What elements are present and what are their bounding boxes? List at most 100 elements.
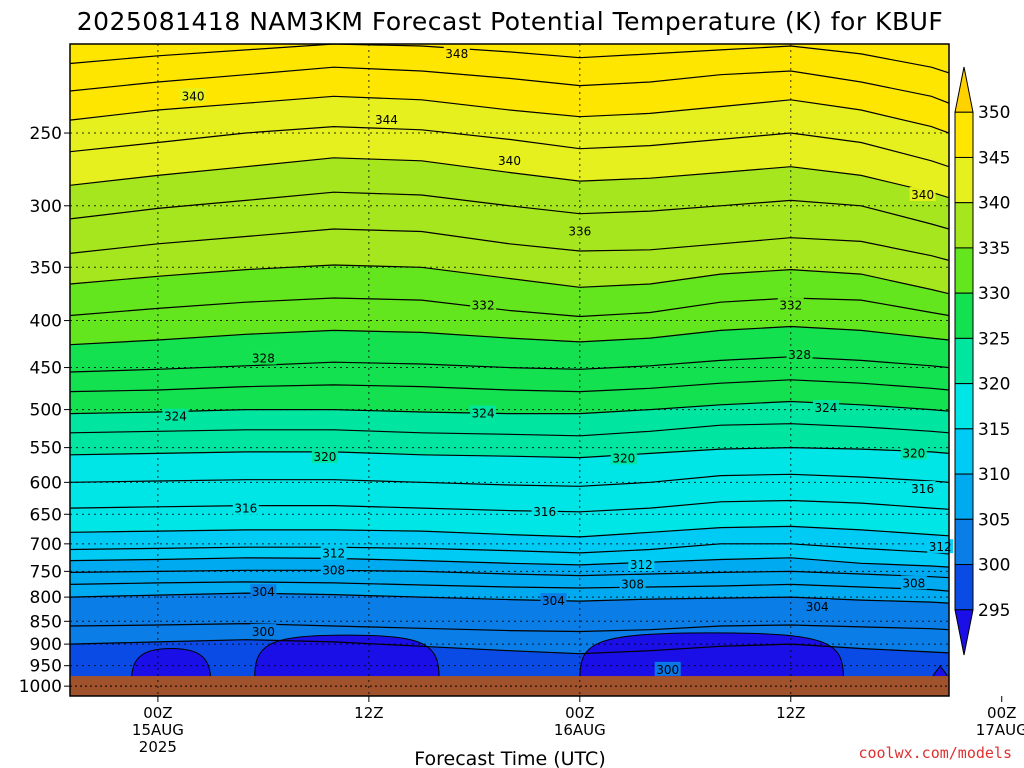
isentrope-lines <box>70 44 949 655</box>
contour-label-312: 312 <box>320 545 347 560</box>
y-tick-label: 850 <box>30 612 62 632</box>
y-tick-label: 800 <box>30 588 62 608</box>
plot-frame <box>69 43 950 697</box>
svg-text:304: 304 <box>252 585 275 599</box>
contour-label-332: 332 <box>777 297 804 312</box>
colorbar-box <box>954 247 974 294</box>
colorbar-box <box>954 337 974 385</box>
svg-text:312: 312 <box>929 540 952 554</box>
y-tick-label: 900 <box>30 635 62 655</box>
x-tick-label: 12Z <box>354 704 383 722</box>
isentrope-340 <box>70 157 949 199</box>
y-tick-label: 1000 <box>19 677 62 697</box>
svg-text:336: 336 <box>568 225 591 239</box>
colorbar-box <box>954 518 974 566</box>
svg-text:312: 312 <box>322 546 345 560</box>
contour-label-308: 308 <box>900 575 927 590</box>
contour-label-328: 328 <box>786 346 813 362</box>
isentrope-318 <box>70 473 949 487</box>
isentrope-320 <box>70 446 949 459</box>
contour-label-332: 332 <box>470 297 497 312</box>
x-tick-label: 12Z <box>776 704 805 722</box>
cold-region <box>131 648 212 681</box>
svg-text:340: 340 <box>911 188 934 202</box>
colorbar-cap-top <box>954 66 974 113</box>
svg-text:340: 340 <box>182 89 205 103</box>
isentrope-312 <box>70 543 949 555</box>
colorbar-box <box>954 383 974 430</box>
svg-text:328: 328 <box>788 348 811 362</box>
svg-text:340: 340 <box>498 154 521 168</box>
colorbar-label: 305 <box>978 510 1010 530</box>
svg-text:308: 308 <box>902 576 925 590</box>
surface-terrain <box>70 676 949 696</box>
credit-text: coolwx.com/models <box>858 744 1012 762</box>
x-tick-label: 17AUG <box>976 721 1024 739</box>
isentrope-330 <box>70 325 949 346</box>
contour-label-300: 300 <box>654 661 681 677</box>
isentrope-336 <box>70 228 949 261</box>
grid-lines <box>70 44 949 696</box>
svg-text:332: 332 <box>779 298 802 312</box>
svg-text:320: 320 <box>313 450 336 464</box>
colorbar-label: 350 <box>978 103 1010 123</box>
svg-text:324: 324 <box>472 407 495 421</box>
x-tick-label: 00Z <box>565 704 594 722</box>
contour-label-324: 324 <box>162 408 189 424</box>
cold-region <box>254 634 440 681</box>
contour-label-304: 304 <box>250 584 277 599</box>
x-tick-label: 16AUG <box>554 721 606 739</box>
svg-text:324: 324 <box>814 401 837 415</box>
colorbar-box <box>954 111 974 158</box>
contour-label-300: 300 <box>250 623 277 639</box>
y-tick-label: 350 <box>30 258 62 278</box>
contour-label-320: 320 <box>311 448 338 464</box>
colorbar-cap-bottom <box>954 609 974 656</box>
svg-text:300: 300 <box>656 663 679 677</box>
svg-text:300: 300 <box>252 625 275 639</box>
colorbar: 350 345 340 335 330 325 320 315 310 305 300 295 <box>954 66 1010 656</box>
colorbar-label: 320 <box>978 375 1010 395</box>
isentrope-306 <box>70 581 949 592</box>
svg-text:344: 344 <box>375 113 398 127</box>
y-tick-label: 700 <box>30 535 62 555</box>
contour-label-312: 312 <box>927 539 954 554</box>
contour-label-316: 316 <box>232 500 259 516</box>
svg-text:312: 312 <box>630 558 653 572</box>
colorbar-label: 315 <box>978 420 1010 440</box>
y-tick-label: 750 <box>30 562 62 582</box>
y-tick-label: 250 <box>30 124 62 144</box>
colorbar-box <box>954 428 974 475</box>
isentrope-334 <box>70 264 949 295</box>
svg-text:308: 308 <box>322 563 345 577</box>
contour-label-320: 320 <box>610 450 637 465</box>
svg-text:308: 308 <box>621 577 644 591</box>
isentrope-332 <box>70 297 949 318</box>
x-tick-label: 2025 <box>139 738 177 756</box>
svg-text:316: 316 <box>234 502 257 516</box>
colorbar-box <box>954 202 974 249</box>
contour-label-336: 336 <box>566 223 593 239</box>
cold-region <box>579 632 845 681</box>
svg-text:304: 304 <box>542 594 565 608</box>
colorbar-label: 325 <box>978 329 1010 349</box>
colorbar-box <box>954 473 974 520</box>
contour-labels: 348 340 344 340 340 336 332 332 328 328 324 324 324 3… <box>162 45 954 677</box>
contour-label-308: 308 <box>619 576 646 591</box>
colorbar-label: 345 <box>978 148 1010 168</box>
svg-text:324: 324 <box>164 410 187 424</box>
y-tick-label: 650 <box>30 505 62 525</box>
x-axis-label: Forecast Time (UTC) <box>414 748 605 768</box>
svg-text:320: 320 <box>902 446 925 460</box>
isentrope-308 <box>70 569 949 579</box>
contour-label-304: 304 <box>804 598 831 614</box>
isentrope-304 <box>70 592 949 604</box>
y-tick-label: 300 <box>30 197 62 217</box>
y-axis-ticks: 250 300 350 400 450 500 550 600 650 700 750 800 850 9… <box>19 124 70 697</box>
svg-text:328: 328 <box>252 352 275 366</box>
y-tick-label: 950 <box>30 657 62 677</box>
contour-label-324: 324 <box>470 405 497 421</box>
svg-text:348: 348 <box>445 47 468 61</box>
contour-label-344: 344 <box>373 112 400 127</box>
